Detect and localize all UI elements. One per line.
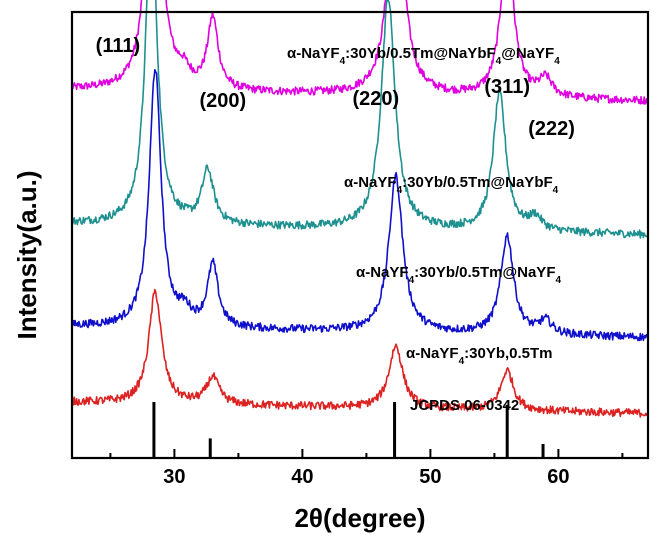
y-axis-title: Intensity(a.u.) (12, 170, 42, 339)
peak-annotation-4: (311) (484, 76, 530, 98)
plot-frame (70, 10, 650, 460)
series-label-3: α-NaYF4:30Yb/0.5Tm@NaYF4 (356, 264, 562, 286)
x-tick-label: 50 (419, 466, 441, 488)
labels: α-NaYF4:30Yb/0.5Tm@NaYbF4@NaYF4 α-NaYF4:3… (96, 35, 575, 414)
peak-annotation-5: (222) (528, 118, 575, 140)
x-tick-label: 30 (163, 466, 185, 488)
reference-label: JCPDS 06-0342 (410, 397, 519, 414)
series-line-1 (71, 0, 649, 105)
series-label-2: α-NaYF4:30Yb/0.5Tm@NaYbF4 (344, 174, 559, 196)
axes: 30 40 50 60 (70, 10, 650, 488)
x-axis-title: 2θ(degree) (294, 503, 425, 533)
series-line-2 (71, 0, 649, 239)
series-group (71, 0, 649, 418)
x-tick-label: 60 (547, 466, 569, 488)
peak-annotation-3: (220) (352, 88, 399, 110)
series-line-4 (71, 288, 649, 418)
series-label-1: α-NaYF4:30Yb/0.5Tm@NaYbF4@NaYF4 (287, 45, 560, 67)
peak-annotation-1: (111) (96, 35, 140, 57)
series-line-3 (71, 69, 649, 342)
series-label-4: α-NaYF4:30Yb,0.5Tm (406, 345, 553, 367)
peak-annotation-2: (200) (199, 90, 246, 112)
x-tick-label: 40 (291, 466, 313, 488)
reference-lines (152, 402, 545, 458)
